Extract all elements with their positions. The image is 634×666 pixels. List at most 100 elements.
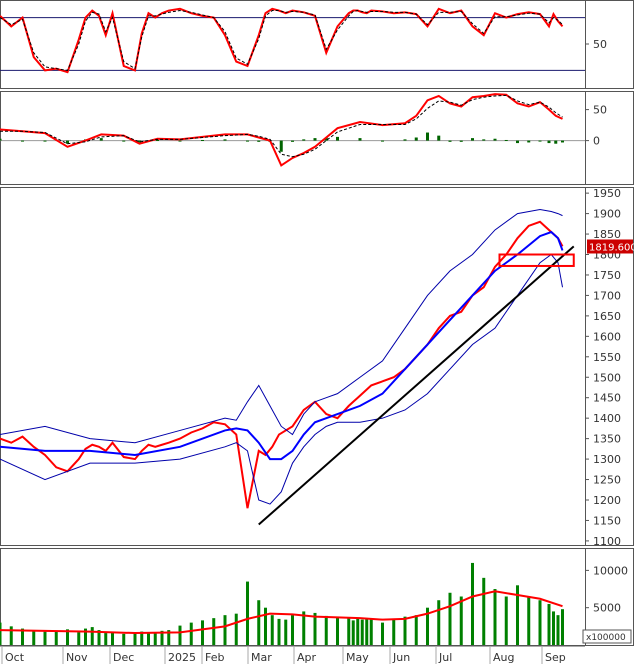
macd-histogram-bar xyxy=(547,140,551,144)
volume-histogram-bar xyxy=(365,618,369,645)
macd-histogram-bar xyxy=(122,140,126,142)
volume-histogram-bar xyxy=(556,615,560,645)
volume-histogram-bar xyxy=(347,618,351,645)
last-price-label: 1819.600 xyxy=(589,242,634,253)
volume-histogram-bar xyxy=(246,581,249,645)
macd-histogram-bar xyxy=(257,140,261,142)
price-tick-label: 1650 xyxy=(593,310,621,323)
price-tick-label: 1150 xyxy=(593,514,621,527)
volume-histogram-bar xyxy=(77,632,81,645)
macd-histogram-bar xyxy=(99,138,103,141)
volume-histogram-bar xyxy=(147,632,150,645)
volume-histogram-bar xyxy=(140,631,144,645)
macd-histogram-bar xyxy=(448,140,452,142)
volume-histogram-bar xyxy=(459,596,463,645)
volume-histogram-bar xyxy=(482,577,486,645)
volume-histogram-bar xyxy=(54,630,58,645)
macd-histogram-bar xyxy=(291,140,294,142)
volume-histogram-bar xyxy=(104,633,108,645)
x-tick-label: Jul xyxy=(438,651,452,664)
volume-histogram-bar xyxy=(516,585,519,645)
macd-histogram-bar xyxy=(178,140,182,142)
volume-histogram-bar xyxy=(189,622,193,645)
price-tick-label: 1950 xyxy=(593,187,621,200)
x-tick-label: Feb xyxy=(205,651,224,664)
macd-histogram-bar xyxy=(336,136,339,141)
macd-histogram-bar xyxy=(426,132,429,141)
price-tick-label: 1850 xyxy=(593,228,621,241)
macd-histogram-bar xyxy=(437,135,441,141)
volume-histogram-bar xyxy=(66,629,69,645)
stochastic-tick-label: 50 xyxy=(593,38,607,51)
volume-histogram-bar xyxy=(360,619,364,645)
volume-histogram-bar xyxy=(234,613,238,645)
volume-histogram-bar xyxy=(369,618,373,645)
volume-histogram-bar xyxy=(84,628,87,645)
macd-histogram-bar xyxy=(516,140,519,144)
macd-histogram-bar xyxy=(324,137,328,141)
volume-tick-label: 10000 xyxy=(593,564,628,577)
volume-histogram-bar xyxy=(97,630,101,645)
volume-unit-box xyxy=(582,629,632,644)
macd-frame xyxy=(0,91,634,185)
volume-histogram-bar xyxy=(403,616,407,645)
x-tick-label: Apr xyxy=(297,651,317,664)
volume-histogram-bar xyxy=(153,633,157,645)
price-tick-label: 1750 xyxy=(593,269,621,282)
macd-histogram-bar xyxy=(201,139,204,141)
price-tick-label: 1550 xyxy=(593,351,621,364)
macd-histogram-bar xyxy=(156,139,159,141)
price-tick-label: 1500 xyxy=(593,371,621,384)
price-tick-label: 1350 xyxy=(593,433,621,446)
volume-histogram-bar xyxy=(493,589,497,645)
x-tick-label: Dec xyxy=(113,651,134,664)
price-tick-label: 1300 xyxy=(593,453,621,466)
support-zone-box xyxy=(498,253,575,267)
price-tick-label: 1100 xyxy=(593,535,621,548)
price-series-band-lower xyxy=(0,253,563,505)
price-tick-label: 1450 xyxy=(593,392,621,405)
macd-histogram-bar xyxy=(0,138,2,141)
volume-histogram-bar xyxy=(122,633,126,645)
volume-histogram-bar xyxy=(291,615,294,645)
volume-histogram-bar xyxy=(201,620,204,645)
stochastic-series-solid xyxy=(0,7,564,74)
x-tick-label: Aug xyxy=(493,651,514,664)
macd-histogram-bar xyxy=(138,140,141,143)
price-tick-label: 1900 xyxy=(593,208,621,221)
volume-histogram-bar xyxy=(381,622,384,645)
x-tick-label: May xyxy=(346,651,369,664)
macd-histogram-bar xyxy=(493,138,497,141)
volume-histogram-bar xyxy=(43,631,47,645)
x-tick-label: Nov xyxy=(66,651,88,664)
macd-histogram-bar xyxy=(482,139,486,141)
macd-histogram-bar xyxy=(43,140,47,142)
macd-histogram-bar xyxy=(414,137,418,141)
volume-histogram-bar xyxy=(324,615,328,645)
macd-tick-label: 0 xyxy=(593,135,600,148)
macd-tick-label: 50 xyxy=(593,104,607,117)
volume-histogram-bar xyxy=(414,615,418,645)
macd-histogram-bar xyxy=(527,140,531,143)
macd-histogram-bar xyxy=(66,140,69,144)
macd-histogram-bar xyxy=(358,138,362,141)
volume-unit-label: x100000 xyxy=(586,633,626,643)
volume-histogram-bar xyxy=(270,615,274,645)
volume-histogram-bar xyxy=(426,607,429,645)
volume-histogram-bar xyxy=(90,627,94,645)
macd-histogram-bar xyxy=(403,139,407,141)
volume-histogram-bar xyxy=(264,607,267,645)
volume-histogram-bar xyxy=(538,600,542,645)
volume-histogram-bar xyxy=(133,633,137,645)
price-series-ma xyxy=(0,230,564,461)
stochastic-series-dashed xyxy=(0,10,563,71)
volume-histogram-bar xyxy=(336,616,339,645)
macd-series-dashed xyxy=(0,94,563,158)
volume-series-ma xyxy=(0,590,563,635)
macd-histogram-bar xyxy=(504,139,508,141)
x-tick-label: Mar xyxy=(251,651,272,664)
macd-histogram-bar xyxy=(21,140,24,142)
volume-histogram-bar xyxy=(471,562,474,645)
volume-histogram-bar xyxy=(356,618,360,645)
